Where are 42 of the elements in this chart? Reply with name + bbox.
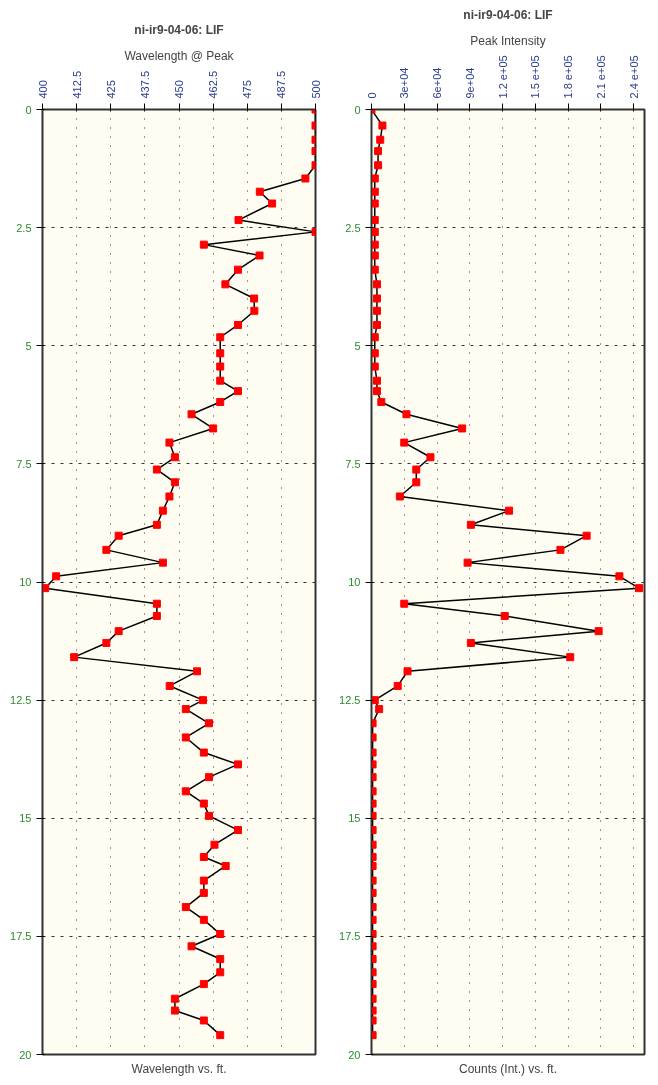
x-tick-label: 3e+04 xyxy=(398,67,411,99)
x-tick-label: 475 xyxy=(241,80,254,99)
y-tick-label: 17.5 xyxy=(339,930,361,943)
chart-subtitle: Peak Intensity xyxy=(470,33,546,48)
x-tick-label: 1.8 e+05 xyxy=(562,55,575,99)
x-tick-label: 9e+04 xyxy=(463,67,476,99)
x-tick-label: 2.4 e+05 xyxy=(627,55,640,99)
y-tick-label: 7.5 xyxy=(345,457,361,470)
x-tick-label: 412.5 xyxy=(70,70,83,99)
y-tick-label: 7.5 xyxy=(16,457,32,470)
y-tick-label: 5 xyxy=(354,339,361,352)
chart-title: ni-ir9-04-06: LIF xyxy=(463,7,553,22)
x-tick-label: 437.5 xyxy=(138,70,151,99)
y-tick-label: 10 xyxy=(19,576,32,588)
x-tick-label: 1.5 e+05 xyxy=(529,55,542,99)
x-tick-label: 425 xyxy=(104,80,117,99)
x-tick-label: 462.5 xyxy=(207,70,220,99)
y-tick-label: 2.5 xyxy=(345,221,361,234)
x-tick-label: 6e+04 xyxy=(431,67,444,99)
y-tick-label: 5 xyxy=(25,339,32,352)
y-tick-label: 15 xyxy=(19,812,32,825)
x-tick-label: 400 xyxy=(36,80,49,99)
y-tick-label: 20 xyxy=(19,1048,32,1061)
x-tick-label: 0 xyxy=(365,92,378,99)
y-tick-label: 12.5 xyxy=(10,694,32,707)
y-tick-label: 10 xyxy=(348,576,361,588)
y-tick-label: 12.5 xyxy=(339,694,361,707)
chart-subtitle: Wavelength @ Peak xyxy=(124,48,235,63)
y-tick-label: 15 xyxy=(348,812,361,825)
x-axis-title: Wavelength vs. ft. xyxy=(131,1061,227,1076)
y-tick-label: 0 xyxy=(25,103,32,116)
x-tick-label: 2.1 e+05 xyxy=(594,55,607,99)
x-tick-label: 487.5 xyxy=(275,70,288,99)
x-tick-label: 450 xyxy=(173,80,185,99)
x-axis-title: Counts (Int.) vs. ft. xyxy=(458,1061,558,1076)
y-tick-label: 20 xyxy=(348,1048,361,1061)
x-tick-label: 500 xyxy=(309,80,322,99)
chart-title: ni-ir9-04-06: LIF xyxy=(134,22,224,37)
y-tick-label: 0 xyxy=(354,103,361,116)
y-tick-label: 17.5 xyxy=(10,930,32,943)
x-tick-label: 1.2 e+05 xyxy=(496,55,509,99)
y-tick-label: 2.5 xyxy=(16,221,32,234)
